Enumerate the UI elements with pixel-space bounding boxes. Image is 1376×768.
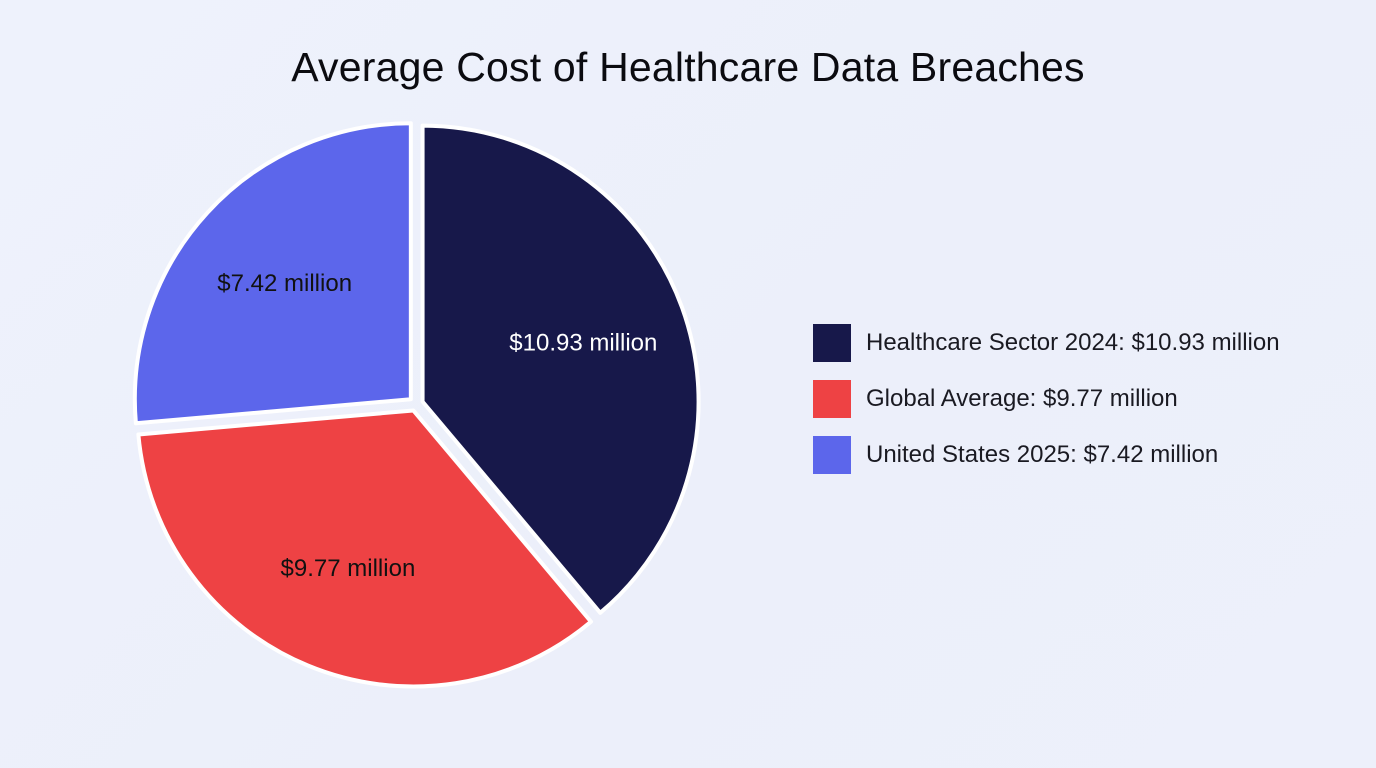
legend-swatch-healthcare-sector-2024: [813, 324, 851, 362]
legend-swatch-united-states-2025: [813, 436, 851, 474]
slice-label-global-average: $9.77 million: [281, 555, 416, 582]
legend-label-healthcare-sector-2024: Healthcare Sector 2024: $10.93 million: [866, 329, 1280, 356]
legend-swatch-global-average: [813, 380, 851, 418]
chart-title: Average Cost of Healthcare Data Breaches: [291, 44, 1085, 90]
chart-legend: Healthcare Sector 2024: $10.93 million G…: [813, 324, 1280, 492]
pie-slice-healthcare-sector-2024: [420, 123, 701, 615]
pie-slice-global-average: [136, 408, 593, 689]
legend-item-healthcare-sector-2024: Healthcare Sector 2024: $10.93 million: [813, 324, 1280, 362]
slice-label-united-states-2025: $7.42 million: [217, 270, 352, 297]
legend-label-united-states-2025: United States 2025: $7.42 million: [866, 441, 1219, 468]
slice-label-healthcare-sector-2024: $10.93 million: [509, 329, 657, 356]
pie-chart: $10.93 million $9.77 million $7.42 million: [132, 121, 701, 689]
legend-label-global-average: Global Average: $9.77 million: [866, 385, 1178, 412]
legend-item-global-average: Global Average: $9.77 million: [813, 380, 1280, 418]
legend-item-united-states-2025: United States 2025: $7.42 million: [813, 436, 1280, 474]
pie-slice-united-states-2025: [132, 121, 413, 426]
